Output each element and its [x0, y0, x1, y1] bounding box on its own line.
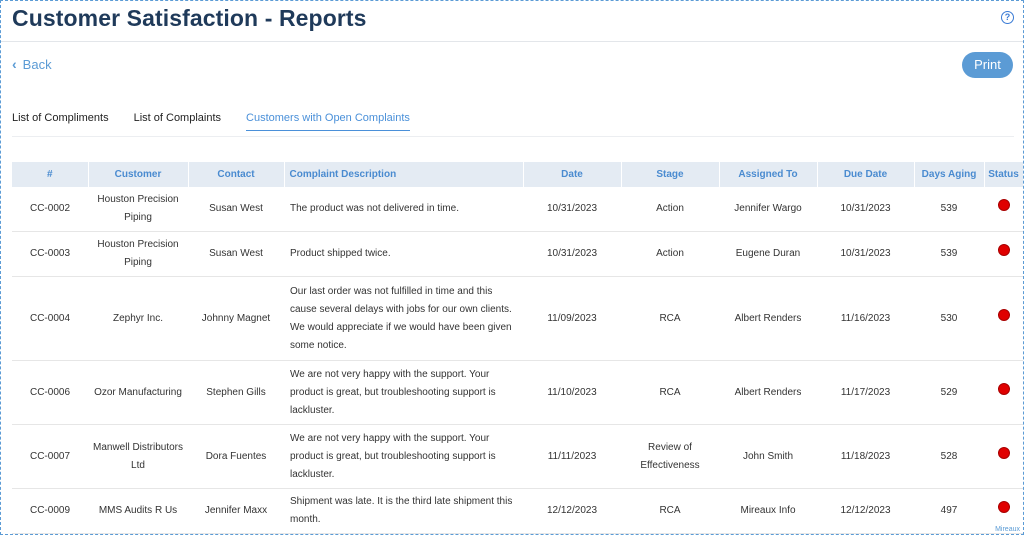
cell-customer: Ozor Manufacturing: [88, 360, 188, 425]
cell-days-aging: 539: [914, 231, 984, 277]
cell-description: We are not very happy with the support. …: [284, 424, 523, 489]
cell-due-date: 11/16/2023: [817, 276, 914, 361]
cell-stage: Action: [621, 187, 719, 232]
status-indicator-icon: [997, 199, 1010, 212]
table-row[interactable]: CC-0004 Zephyr Inc. Johnny Magnet Our last …: [12, 276, 1023, 361]
cell-days-aging: 497: [914, 488, 984, 534]
status-indicator-icon: [997, 501, 1010, 514]
cell-assigned-to: John Smith: [719, 424, 817, 489]
page-title: Customer Satisfaction - Reports: [12, 5, 367, 31]
cell-assigned-to: Albert Renders: [719, 276, 817, 361]
cell-due-date: 12/12/2023: [817, 488, 914, 534]
table-row[interactable]: CC-0002 Houston Precision Piping Susan Wes…: [12, 187, 1023, 232]
cell-date: 11/09/2023: [523, 276, 621, 361]
cell-days-aging: 530: [914, 276, 984, 361]
cell-customer: MMS Audits R Us: [88, 488, 188, 534]
back-label: Back: [22, 56, 52, 72]
cell-status: [984, 276, 1023, 361]
cell-assigned-to: Albert Renders: [719, 360, 817, 425]
cell-description: Shipment was late. It is the third late …: [284, 488, 523, 534]
cell-days-aging: 539: [914, 187, 984, 232]
column-header-days-aging[interactable]: Days Aging: [914, 162, 985, 187]
table-row[interactable]: CC-0009 MMS Audits R Us Jennifer Maxx Shipm…: [12, 488, 1023, 534]
column-header-contact[interactable]: Contact: [188, 162, 285, 187]
table-header-row: # Customer Contact Complaint Description…: [12, 162, 1023, 187]
tab-complaints[interactable]: List of Complaints: [133, 112, 222, 124]
cell-contact: Johnny Magnet: [188, 276, 284, 361]
cell-description: Our last order was not fulfilled in time…: [284, 276, 523, 361]
cell-stage: RCA: [621, 488, 719, 534]
column-header-stage[interactable]: Stage: [621, 162, 720, 187]
cell-assigned-to: Mireaux Info: [719, 488, 817, 534]
cell-id: CC-0003: [12, 231, 88, 277]
tab-open-complaints[interactable]: Customers with Open Complaints: [246, 112, 410, 131]
cell-id: CC-0006: [12, 360, 88, 425]
cell-assigned-to: Jennifer Wargo: [719, 187, 817, 232]
tab-compliments[interactable]: List of Compliments: [12, 112, 109, 124]
watermark: Mireaux: [995, 526, 1020, 533]
cell-days-aging: 529: [914, 360, 984, 425]
cell-due-date: 10/31/2023: [817, 187, 914, 232]
cell-status: [984, 360, 1023, 425]
cell-date: 10/31/2023: [523, 187, 621, 232]
cell-assigned-to: Eugene Duran: [719, 231, 817, 277]
column-header-description[interactable]: Complaint Description: [284, 162, 524, 187]
column-header-number[interactable]: #: [12, 162, 89, 187]
cell-date: 12/12/2023: [523, 488, 621, 534]
cell-description: The product was not delivered in time.: [284, 187, 523, 232]
column-header-assigned-to[interactable]: Assigned To: [719, 162, 818, 187]
cell-status: [984, 187, 1023, 232]
column-header-customer[interactable]: Customer: [88, 162, 189, 187]
cell-status: [984, 424, 1023, 489]
cell-description: We are not very happy with the support. …: [284, 360, 523, 425]
table-row[interactable]: CC-0003 Houston Precision Piping Susan Wes…: [12, 231, 1023, 277]
chevron-left-icon: ‹: [12, 56, 17, 72]
cell-description: Product shipped twice.: [284, 231, 523, 277]
column-header-date[interactable]: Date: [523, 162, 622, 187]
back-button[interactable]: ‹ Back: [12, 56, 52, 72]
cell-date: 10/31/2023: [523, 231, 621, 277]
cell-stage: Review of Effectiveness: [621, 424, 719, 489]
complaints-table: # Customer Contact Complaint Description…: [12, 162, 1023, 534]
print-button[interactable]: Print: [962, 52, 1013, 78]
cell-id: CC-0002: [12, 187, 88, 232]
cell-days-aging: 528: [914, 424, 984, 489]
table-row[interactable]: CC-0007 Manwell Distributors Ltd Dora Fuen…: [12, 424, 1023, 489]
cell-contact: Dora Fuentes: [188, 424, 284, 489]
cell-customer: Manwell Distributors Ltd: [88, 424, 188, 489]
cell-stage: RCA: [621, 276, 719, 361]
status-indicator-icon: [997, 244, 1010, 257]
cell-due-date: 11/18/2023: [817, 424, 914, 489]
table-row[interactable]: CC-0006 Ozor Manufacturing Stephen Gills We…: [12, 360, 1023, 425]
column-header-due-date[interactable]: Due Date: [817, 162, 915, 187]
cell-contact: Susan West: [188, 187, 284, 232]
cell-customer: Houston Precision Piping: [88, 187, 188, 232]
cell-id: CC-0009: [12, 488, 88, 534]
column-header-status[interactable]: Status: [984, 162, 1023, 187]
cell-stage: RCA: [621, 360, 719, 425]
cell-status: [984, 488, 1023, 534]
status-indicator-icon: [997, 382, 1010, 395]
cell-customer: Zephyr Inc.: [88, 276, 188, 361]
cell-id: CC-0004: [12, 276, 88, 361]
cell-contact: Stephen Gills: [188, 360, 284, 425]
cell-due-date: 11/17/2023: [817, 360, 914, 425]
cell-status: [984, 231, 1023, 277]
cell-due-date: 10/31/2023: [817, 231, 914, 277]
cell-customer: Houston Precision Piping: [88, 231, 188, 277]
cell-stage: Action: [621, 231, 719, 277]
status-indicator-icon: [997, 446, 1010, 459]
cell-date: 11/11/2023: [523, 424, 621, 489]
help-icon[interactable]: ?: [1001, 11, 1014, 24]
title-divider: [1, 41, 1023, 42]
cell-contact: Jennifer Maxx: [188, 488, 284, 534]
cell-date: 11/10/2023: [523, 360, 621, 425]
tabs-divider: [12, 136, 1014, 137]
status-indicator-icon: [997, 308, 1010, 321]
cell-contact: Susan West: [188, 231, 284, 277]
cell-id: CC-0007: [12, 424, 88, 489]
report-tabs: List of Compliments List of Complaints C…: [12, 112, 435, 131]
